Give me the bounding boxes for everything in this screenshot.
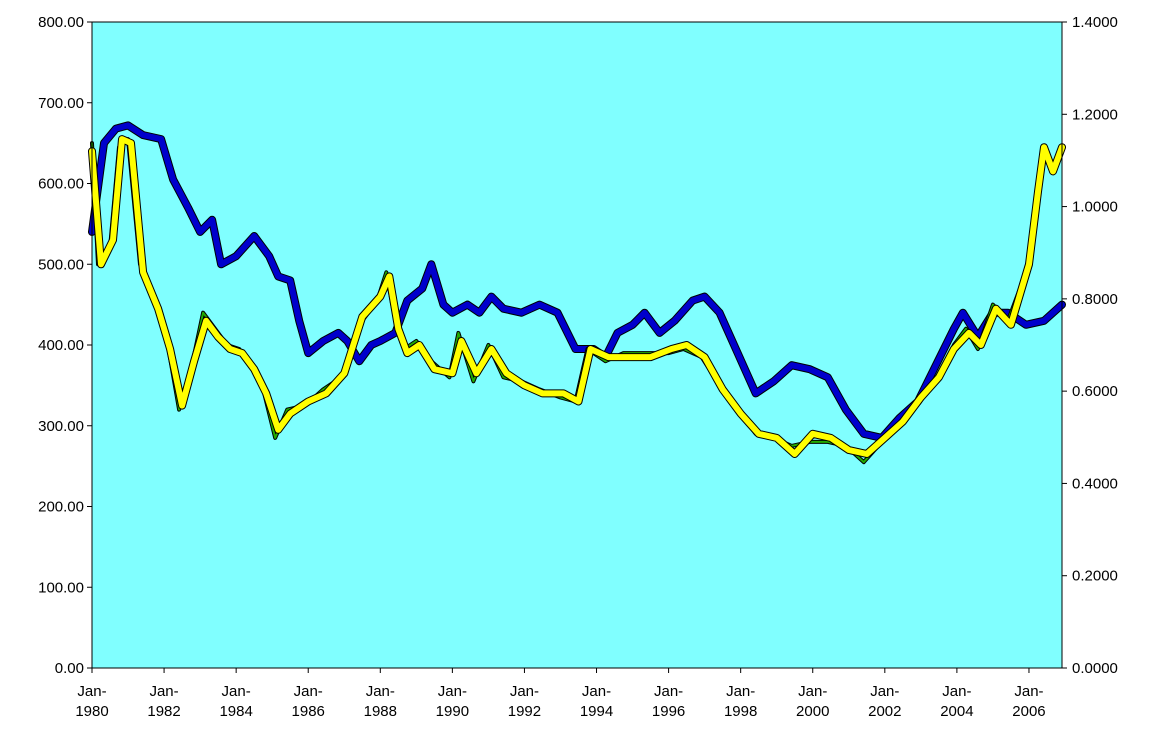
left-axis: 0.00 100.00 200.00 300.00 400.00 500.00 600.00… <box>38 14 93 677</box>
x-tick-label: Jan-2000 <box>796 683 829 720</box>
right-axis: 0.0000 0.2000 0.4000 0.6000 0.8000 1.0000 1.20… <box>1061 14 1118 677</box>
left-tick-label: 500.00 <box>38 256 84 273</box>
right-tick-label: 0.2000 <box>1072 568 1118 585</box>
x-tick-label: Jan-2002 <box>868 683 901 720</box>
x-tick-label: Jan-2006 <box>1012 683 1045 720</box>
left-tick-label: 300.00 <box>38 418 84 435</box>
x-tick-label: Jan-1982 <box>147 683 180 720</box>
right-tick-label: 0.4000 <box>1072 475 1118 492</box>
left-tick-label: 400.00 <box>38 337 84 354</box>
left-tick-label: 800.00 <box>38 14 84 31</box>
right-tick-label: 0.0000 <box>1072 660 1118 677</box>
right-tick-label: 0.6000 <box>1072 383 1118 400</box>
x-tick-label: Jan-1990 <box>436 683 469 720</box>
x-tick-label: Jan-1986 <box>292 683 325 720</box>
x-tick-label: Jan-1998 <box>724 683 757 720</box>
x-tick-label: Jan-1988 <box>364 683 397 720</box>
left-tick-label: 0.00 <box>55 660 84 677</box>
x-tick-label: Jan-2004 <box>940 683 973 720</box>
series-3-line <box>89 136 1065 457</box>
series-1-line <box>89 122 1065 441</box>
right-tick-label: 1.0000 <box>1072 199 1118 216</box>
x-tick-label: Jan-1994 <box>580 683 613 720</box>
x-tick-label: Jan-1980 <box>75 683 108 720</box>
left-tick-label: 200.00 <box>38 499 84 516</box>
left-tick-label: 600.00 <box>38 176 84 193</box>
right-tick-label: 1.2000 <box>1072 106 1118 123</box>
series-layer <box>88 121 1066 465</box>
right-tick-label: 0.8000 <box>1072 291 1118 308</box>
x-tick-label: Jan-1992 <box>508 683 541 720</box>
left-tick-label: 700.00 <box>38 95 84 112</box>
x-tick-label: Jan-1984 <box>219 683 252 720</box>
x-axis: Jan-1980 Jan-1982 Jan-1984 Jan-1986 Jan-1988… <box>75 667 1062 720</box>
left-tick-label: 100.00 <box>38 579 84 596</box>
right-tick-label: 1.4000 <box>1072 14 1118 31</box>
x-tick-label: Jan-1996 <box>652 683 685 720</box>
